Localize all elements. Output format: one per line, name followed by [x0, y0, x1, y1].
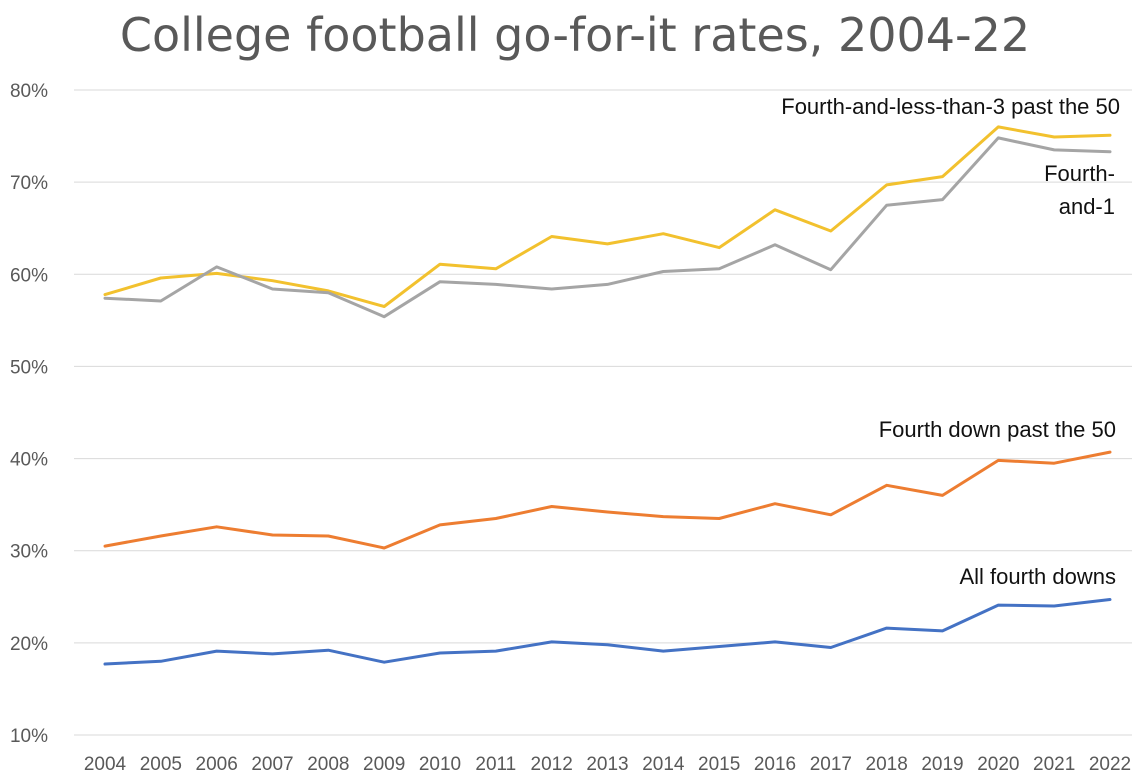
series-line-2 [103, 450, 1112, 550]
y-tick-label: 80% [10, 81, 48, 102]
x-tick-label: 2011 [475, 754, 516, 775]
series-line-0 [103, 125, 1112, 308]
y-tick-label: 10% [10, 726, 48, 747]
series-label-0: Fourth-and-less-than-3 past the 50 [781, 94, 1120, 119]
y-tick-label: 30% [10, 542, 48, 563]
chart-title: College football go-for-it rates, 2004-2… [120, 8, 1030, 62]
series-line-1 [103, 136, 1112, 319]
x-axis-tick-labels: 2004 2005 2006 2007 2008 2009 2010 2011 2012 2013… [84, 754, 1131, 775]
y-tick-label: 60% [10, 265, 48, 286]
gridlines [74, 89, 1132, 736]
x-tick-label: 2022 [1089, 754, 1131, 775]
series-line-3 [103, 598, 1112, 666]
x-tick-label: 2009 [363, 754, 405, 775]
x-tick-label: 2012 [531, 754, 573, 775]
x-tick-label: 2014 [642, 754, 685, 775]
y-tick-label: 70% [10, 173, 48, 194]
x-tick-label: 2015 [698, 754, 740, 775]
x-tick-label: 2013 [586, 754, 628, 775]
series-label-1: and-1 [1059, 194, 1115, 219]
series-lines [103, 125, 1112, 666]
x-tick-label: 2005 [140, 754, 182, 775]
x-tick-label: 2006 [196, 754, 238, 775]
series-label-3: All fourth downs [959, 564, 1116, 589]
x-tick-label: 2007 [251, 754, 293, 775]
x-tick-label: 2010 [419, 754, 461, 775]
y-axis-tick-labels: 10% 20% 30% 40% 50% 60% 70% 80% [10, 81, 48, 747]
y-tick-label: 40% [10, 450, 48, 471]
x-tick-label: 2018 [866, 754, 908, 775]
x-tick-label: 2020 [977, 754, 1019, 775]
series-label-2: Fourth down past the 50 [879, 417, 1116, 442]
y-tick-label: 20% [10, 634, 48, 655]
y-tick-label: 50% [10, 357, 48, 378]
series-label-1: Fourth- [1044, 161, 1115, 186]
x-tick-label: 2016 [754, 754, 796, 775]
x-tick-label: 2021 [1033, 754, 1075, 775]
x-tick-label: 2017 [810, 754, 852, 775]
x-tick-label: 2004 [84, 754, 127, 775]
series-labels: Fourth-and-less-than-3 past the 50 Fourth… [781, 94, 1120, 589]
x-tick-label: 2008 [307, 754, 349, 775]
x-tick-label: 2019 [921, 754, 963, 775]
